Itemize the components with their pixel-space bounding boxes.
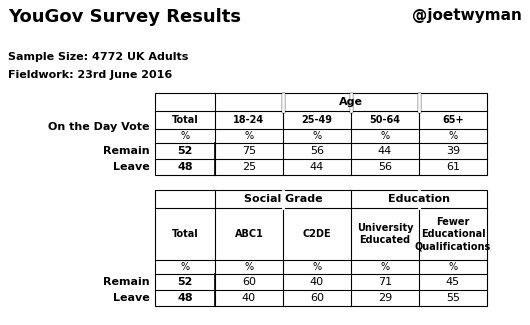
Text: 52: 52 bbox=[178, 277, 193, 287]
Text: 44: 44 bbox=[378, 146, 392, 156]
Text: Age: Age bbox=[339, 97, 363, 107]
Text: 29: 29 bbox=[378, 293, 392, 303]
Text: %: % bbox=[448, 131, 457, 141]
Text: %: % bbox=[313, 262, 322, 272]
Text: @joetwyman: @joetwyman bbox=[412, 8, 522, 23]
Text: Fieldwork: 23rd June 2016: Fieldwork: 23rd June 2016 bbox=[8, 70, 172, 80]
Text: %: % bbox=[244, 262, 253, 272]
Text: 55: 55 bbox=[446, 293, 460, 303]
Text: %: % bbox=[313, 131, 322, 141]
Text: Total: Total bbox=[172, 115, 198, 125]
Text: 25: 25 bbox=[242, 162, 256, 172]
Text: Social Grade: Social Grade bbox=[244, 194, 322, 204]
Text: C2DE: C2DE bbox=[303, 229, 331, 239]
Text: %: % bbox=[448, 262, 457, 272]
Text: 52: 52 bbox=[178, 146, 193, 156]
Text: Fewer
Educational
Qualifications: Fewer Educational Qualifications bbox=[415, 216, 491, 252]
Text: %: % bbox=[381, 262, 390, 272]
Text: %: % bbox=[180, 131, 190, 141]
Text: 50-64: 50-64 bbox=[369, 115, 401, 125]
Text: On the Day Vote: On the Day Vote bbox=[49, 122, 150, 132]
Text: 40: 40 bbox=[310, 277, 324, 287]
Text: 48: 48 bbox=[177, 293, 193, 303]
Text: %: % bbox=[180, 262, 190, 272]
Text: Sample Size: 4772 UK Adults: Sample Size: 4772 UK Adults bbox=[8, 52, 188, 62]
Text: 45: 45 bbox=[446, 277, 460, 287]
Text: Education: Education bbox=[388, 194, 450, 204]
Text: 65+: 65+ bbox=[442, 115, 464, 125]
Text: 39: 39 bbox=[446, 146, 460, 156]
Text: Remain: Remain bbox=[103, 277, 150, 287]
Text: YouGov Survey Results: YouGov Survey Results bbox=[8, 8, 241, 26]
Text: 56: 56 bbox=[310, 146, 324, 156]
Bar bbox=[155, 190, 487, 306]
Text: 60: 60 bbox=[310, 293, 324, 303]
Text: 40: 40 bbox=[242, 293, 256, 303]
Text: 56: 56 bbox=[378, 162, 392, 172]
Text: Remain: Remain bbox=[103, 146, 150, 156]
Text: 60: 60 bbox=[242, 277, 256, 287]
Text: %: % bbox=[244, 131, 253, 141]
Text: 25-49: 25-49 bbox=[302, 115, 332, 125]
Text: Leave: Leave bbox=[113, 293, 150, 303]
Text: %: % bbox=[381, 131, 390, 141]
Text: 18-24: 18-24 bbox=[233, 115, 264, 125]
Bar bbox=[155, 93, 487, 175]
Text: 44: 44 bbox=[310, 162, 324, 172]
Text: Leave: Leave bbox=[113, 162, 150, 172]
Text: Total: Total bbox=[172, 229, 198, 239]
Text: 71: 71 bbox=[378, 277, 392, 287]
Text: 75: 75 bbox=[242, 146, 256, 156]
Text: 48: 48 bbox=[177, 162, 193, 172]
Text: 61: 61 bbox=[446, 162, 460, 172]
Text: ABC1: ABC1 bbox=[235, 229, 263, 239]
Text: University
Educated: University Educated bbox=[357, 223, 413, 245]
